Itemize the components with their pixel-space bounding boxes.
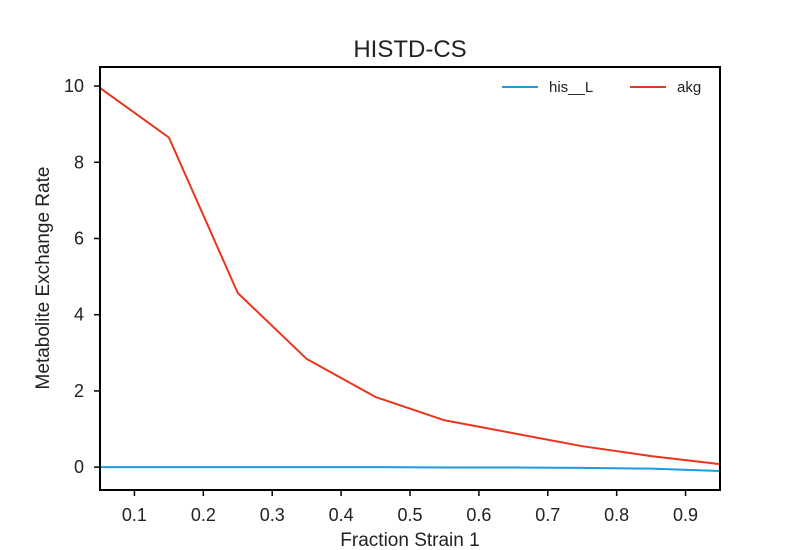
y-tick-label: 6 [74,228,84,248]
x-tick-label: 0.1 [122,505,147,525]
x-tick-label: 0.2 [191,505,216,525]
x-tick-label: 0.5 [397,505,422,525]
x-tick-label: 0.8 [604,505,629,525]
y-axis-label: Metabolite Exchange Rate [33,167,54,390]
y-tick-label: 8 [74,152,84,172]
y-axis: 0 2 4 6 8 10 [64,76,100,477]
y-tick-label: 10 [64,76,84,96]
plot-area [100,87,720,472]
x-axis-label: Fraction Strain 1 [340,530,479,550]
x-tick-label: 0.3 [260,505,285,525]
legend: his__L akg [502,79,701,96]
legend-label: his__L [549,79,593,96]
x-tick-label: 0.6 [466,505,491,525]
x-axis: 0.1 0.2 0.3 0.4 0.5 0.6 0.7 0.8 0.9 [122,490,698,525]
series-line-akg [100,87,720,466]
x-tick-label: 0.4 [329,505,354,525]
series-line-his-l [100,466,720,472]
x-tick-label: 0.9 [673,505,698,525]
x-tick-label: 0.7 [535,505,560,525]
plot-frame [99,66,721,491]
y-tick-label: 0 [74,457,84,477]
chart-title: HISTD-CS [353,36,466,63]
y-tick-label: 4 [74,305,84,325]
legend-label: akg [677,79,701,96]
y-tick-label: 2 [74,381,84,401]
